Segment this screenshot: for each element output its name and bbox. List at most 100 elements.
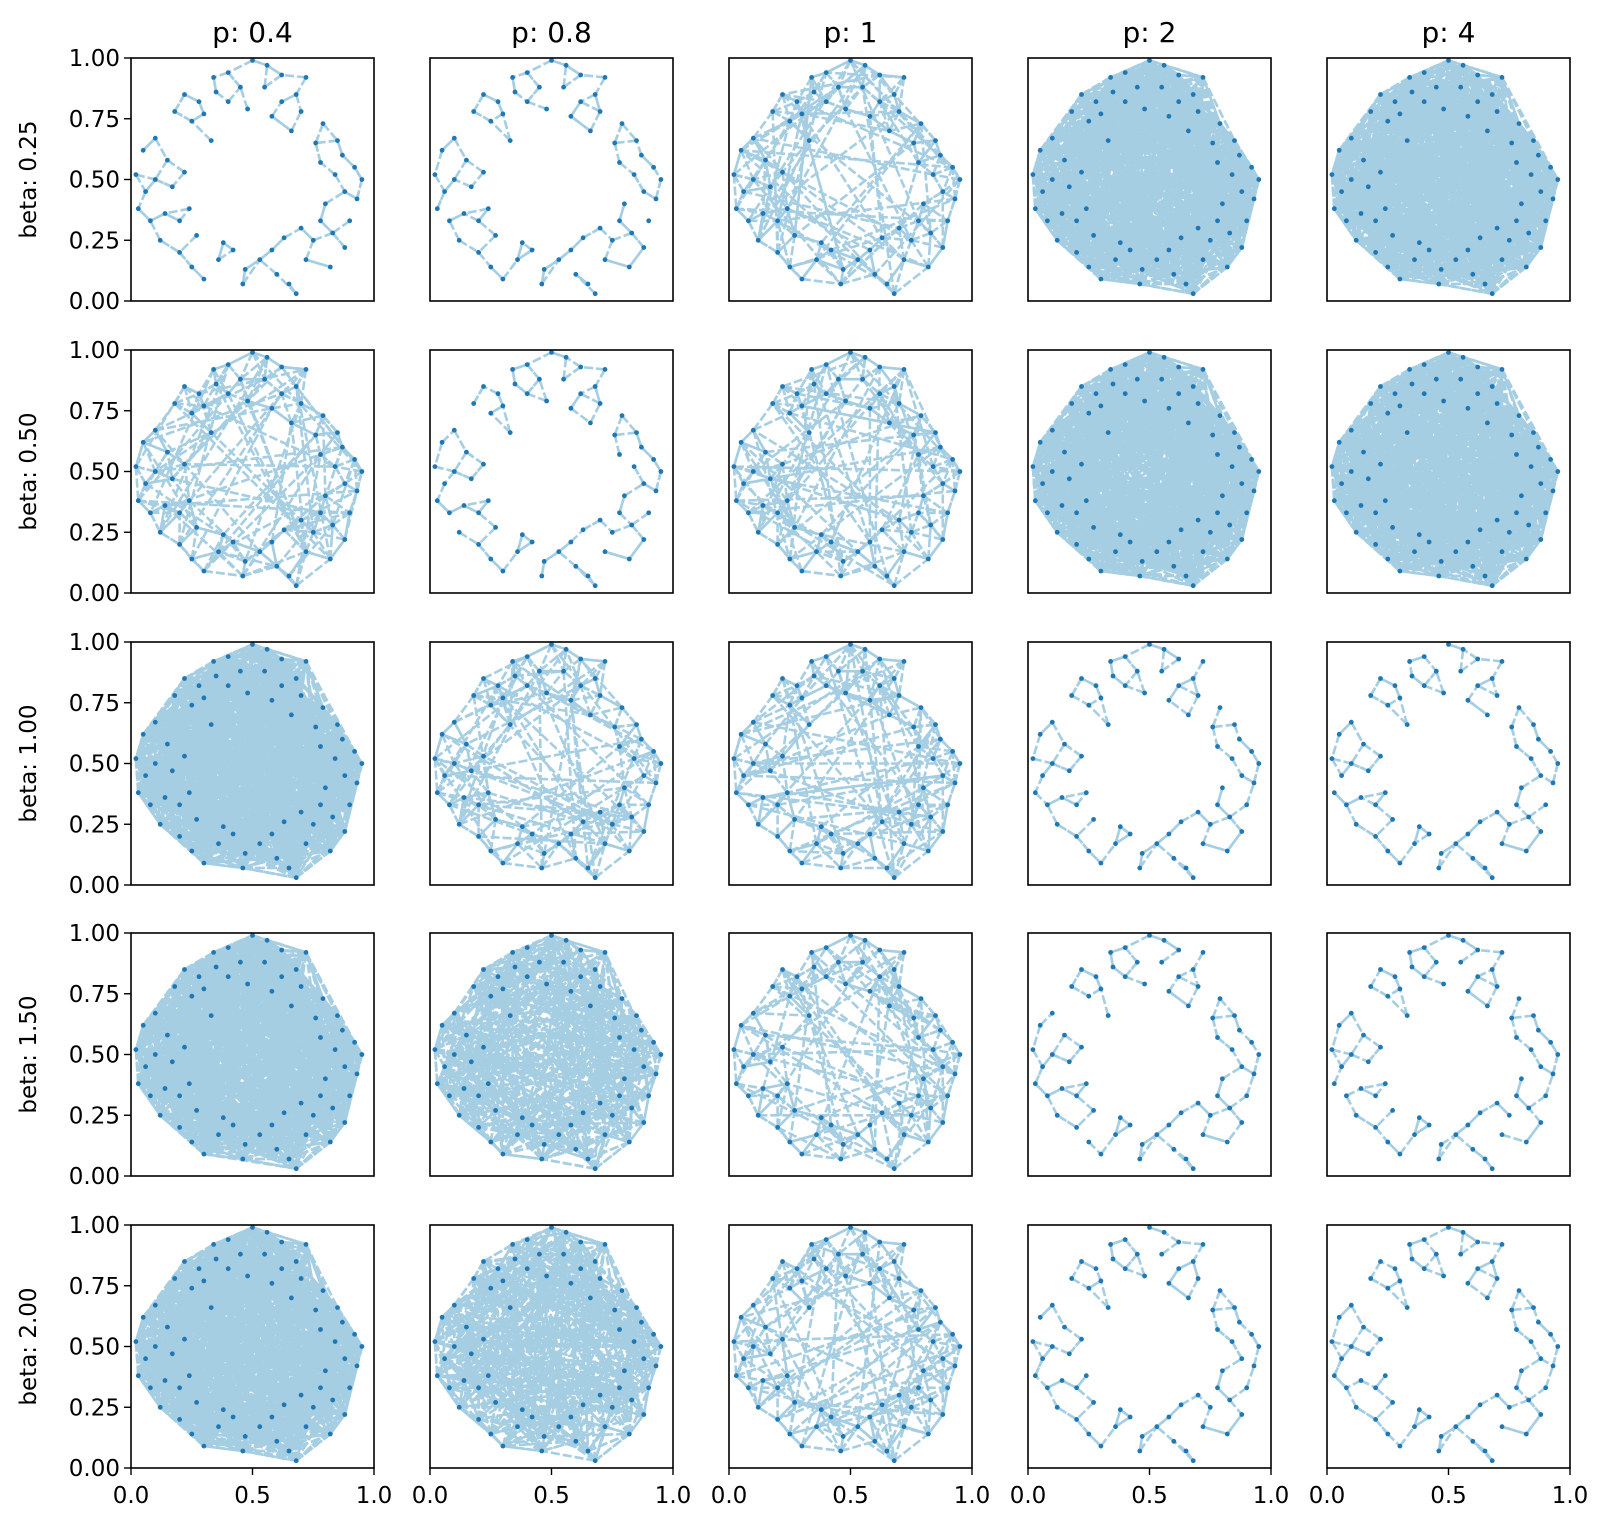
edge-line bbox=[604, 258, 630, 269]
edge-line bbox=[448, 220, 461, 241]
edge-line bbox=[1192, 93, 1236, 142]
edge-line bbox=[1476, 74, 1489, 132]
edge-line bbox=[489, 266, 504, 281]
node-point bbox=[293, 92, 299, 97]
node-point bbox=[140, 439, 146, 445]
node-point bbox=[318, 452, 323, 457]
edge-line bbox=[1136, 86, 1170, 118]
edge-line bbox=[514, 90, 529, 103]
edge-line bbox=[927, 246, 944, 268]
node-point bbox=[196, 99, 202, 105]
edge-line bbox=[1088, 265, 1141, 286]
node-point bbox=[780, 169, 785, 175]
node-point bbox=[537, 84, 542, 90]
panel-r1-c4 bbox=[1027, 57, 1272, 302]
node-point bbox=[1054, 237, 1060, 243]
edge-line bbox=[173, 93, 186, 113]
edge-line bbox=[941, 166, 954, 193]
edge-line bbox=[178, 207, 191, 222]
node-point bbox=[1215, 218, 1220, 224]
edge-line bbox=[1406, 139, 1528, 268]
edge-group bbox=[433, 59, 663, 295]
node-group bbox=[731, 58, 963, 297]
node-point bbox=[1397, 111, 1403, 117]
node-point bbox=[933, 138, 938, 144]
node-point bbox=[213, 381, 219, 387]
edge-line bbox=[135, 465, 156, 473]
edge-line bbox=[1143, 108, 1229, 268]
edge-line bbox=[1188, 129, 1235, 142]
edge-line bbox=[732, 149, 743, 175]
edge-line bbox=[501, 113, 512, 141]
edge-line bbox=[795, 76, 813, 103]
node-point bbox=[201, 111, 207, 117]
node-point bbox=[1489, 92, 1495, 97]
node-point bbox=[653, 196, 659, 202]
edge-line bbox=[137, 499, 152, 514]
edge-line bbox=[1418, 242, 1440, 285]
node-point bbox=[1348, 135, 1354, 141]
edge-line bbox=[159, 531, 181, 546]
edge-line bbox=[1331, 139, 1534, 176]
node-point bbox=[925, 264, 931, 270]
edge-line bbox=[281, 365, 307, 371]
node-point bbox=[208, 138, 214, 144]
edge-line bbox=[752, 137, 876, 276]
edge-line bbox=[138, 499, 350, 515]
node-point bbox=[634, 138, 639, 144]
edge-line bbox=[158, 505, 167, 533]
edge-line bbox=[1466, 74, 1479, 117]
edge-line bbox=[1525, 198, 1555, 268]
edge-line bbox=[1099, 130, 1190, 280]
edge-line bbox=[740, 149, 912, 242]
edge-line bbox=[526, 100, 548, 111]
edge-line bbox=[1063, 86, 1163, 162]
edge-line bbox=[334, 458, 356, 468]
edge-line bbox=[336, 432, 344, 448]
node-point bbox=[1555, 177, 1561, 182]
axes-frame bbox=[429, 57, 674, 302]
edge-line bbox=[271, 115, 293, 132]
edge-line bbox=[1386, 86, 1462, 268]
edge-group bbox=[134, 351, 364, 587]
node-group bbox=[432, 58, 664, 297]
edge-line bbox=[820, 122, 922, 244]
edge-line bbox=[1408, 77, 1421, 243]
node-point bbox=[177, 542, 183, 547]
node-point bbox=[293, 583, 299, 589]
edge-line bbox=[217, 534, 225, 553]
edge-line bbox=[1226, 140, 1236, 268]
edge-line bbox=[227, 378, 242, 395]
node-point bbox=[1171, 271, 1177, 277]
node-point bbox=[872, 271, 878, 277]
edge-line bbox=[732, 174, 738, 209]
edge-line bbox=[258, 258, 278, 276]
node-point bbox=[342, 481, 348, 486]
edge-line bbox=[281, 385, 297, 395]
node-point bbox=[519, 240, 525, 246]
edge-line bbox=[1085, 161, 1218, 210]
node-point bbox=[622, 201, 627, 207]
node-point bbox=[323, 201, 328, 207]
edge-line bbox=[155, 407, 273, 432]
node-point bbox=[274, 563, 280, 569]
node-point bbox=[746, 218, 751, 224]
edge-line bbox=[752, 120, 791, 140]
node-point bbox=[310, 529, 316, 535]
node-point bbox=[641, 189, 647, 195]
edge-line bbox=[1149, 59, 1204, 79]
node-point bbox=[342, 245, 348, 250]
node-point bbox=[220, 240, 226, 246]
edge-line bbox=[312, 531, 332, 560]
edge-line bbox=[840, 273, 876, 286]
edge-line bbox=[1360, 100, 1479, 215]
node-point bbox=[916, 160, 921, 165]
edge-line bbox=[1160, 65, 1166, 88]
edge-line bbox=[1408, 76, 1528, 268]
edge-line bbox=[191, 550, 219, 561]
edge-line bbox=[322, 414, 339, 434]
node-point bbox=[318, 510, 323, 516]
node-point bbox=[896, 225, 902, 231]
node-point bbox=[1460, 62, 1466, 68]
edge-line bbox=[218, 550, 246, 563]
